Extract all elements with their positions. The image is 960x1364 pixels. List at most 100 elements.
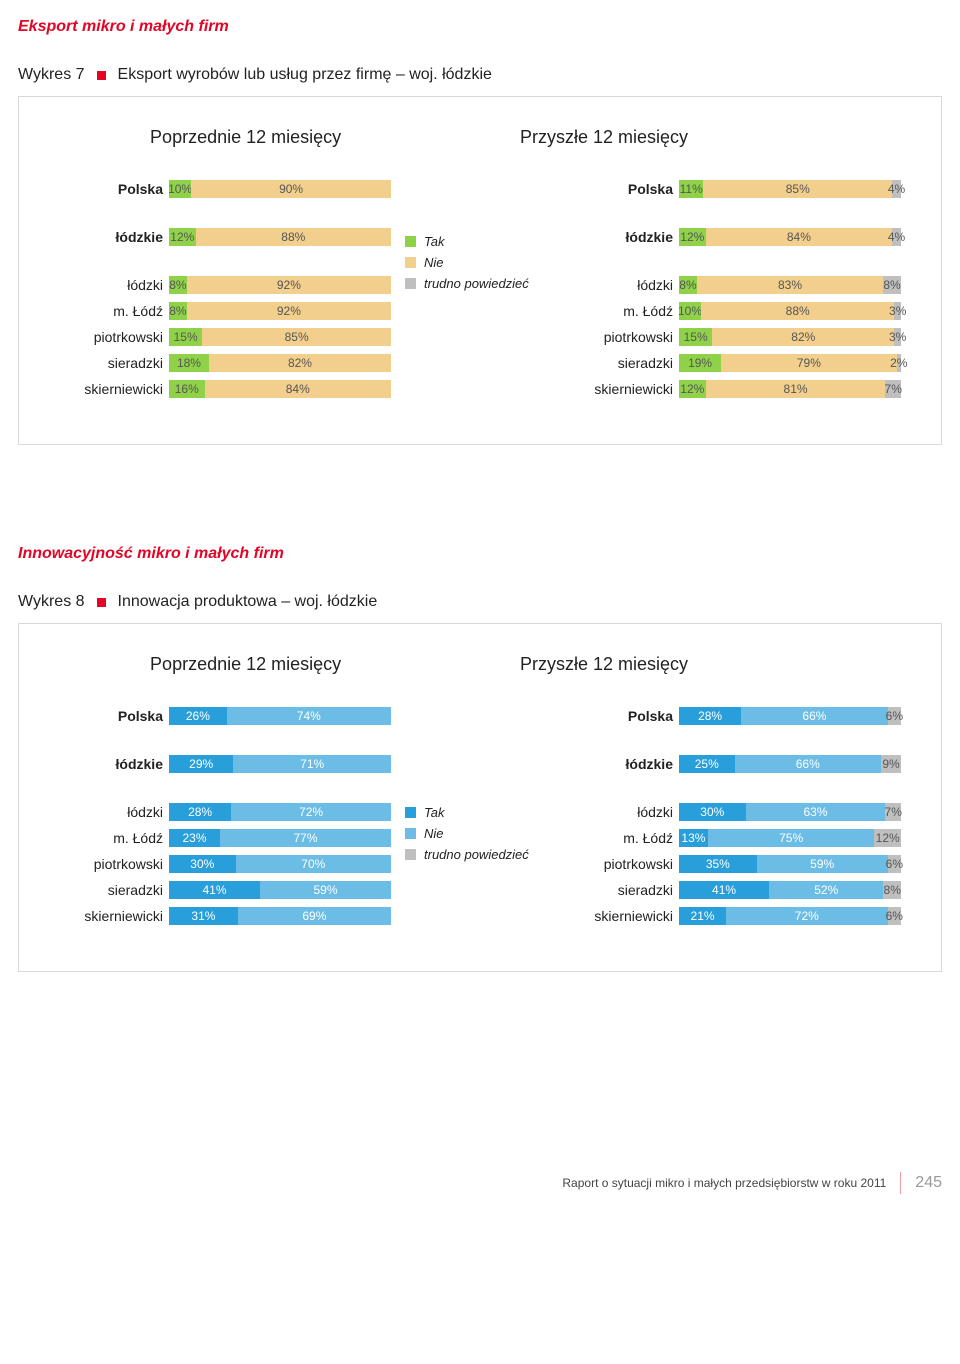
bullet-icon [97,71,106,80]
chart8-right-row-label: sieradzki [569,882,679,898]
chart8-left-row-label: Polska [59,708,169,724]
chart7-right-bar: 12%84%4% [679,228,901,246]
chart7-right-row: łódzki8%83%8% [569,274,901,296]
legend-swatch-trudno [405,849,416,860]
chart7-left-segment: 18% [169,354,209,372]
chart8-right-row: piotrkowski35%59%6% [569,853,901,875]
chart8-right-row-label: łódzki [569,804,679,820]
chart8-right-segment: 52% [769,881,883,899]
chart7-left-segment: 16% [169,380,205,398]
chart7-right-row: m. Łódź10%88%3% [569,300,901,322]
chart8-right-segment: 6% [888,907,901,925]
chart7-left-row-label: skierniewicki [59,381,169,397]
legend-item-tak: Tak [405,234,555,249]
chart7-left-row-label: piotrkowski [59,329,169,345]
chart7-right-segment: 8% [883,276,901,294]
chart8-left-segment: 30% [169,855,236,873]
chart8-left-row-label: łódzkie [59,756,169,772]
chart7-right-row: skierniewicki12%81%7% [569,378,901,400]
chart7-right-row-label: sieradzki [569,355,679,371]
chart7-right-bar: 11%85%4% [679,180,901,198]
chart8-right-row-label: piotrkowski [569,856,679,872]
chart8-right-segment: 12% [874,829,901,847]
legend-item-nie: Nie [405,255,555,270]
chart7-left-segment: 84% [205,380,391,398]
chart7-left-segment: 88% [196,228,391,246]
chart8-left-row: skierniewicki31%69% [59,905,391,927]
chart7-right-bar: 15%82%3% [679,328,901,346]
chart8-left-segment: 69% [238,907,391,925]
chart8-subhead-right: Przyszłe 12 miesięcy [520,654,840,675]
chart7-right-bar: 10%88%3% [679,302,901,320]
chart7-right-segment: 10% [679,302,701,320]
chart7-title: Eksport wyrobów lub usług przez firmę – … [118,66,492,84]
chart7-legend: Tak Nie trudno powiedzieć [405,178,555,297]
chart8-title: Innowacja produktowa – woj. łódzkie [118,593,378,611]
chart7-right-row-label: skierniewicki [569,381,679,397]
chart7-right-segment: 79% [721,354,896,372]
chart8-right-bar: 41%52%8% [679,881,901,899]
chart7-left-bar: 15%85% [169,328,391,346]
chart7-left-bar: 8%92% [169,302,391,320]
chart8-left-segment: 23% [169,829,220,847]
chart8-right-segment: 66% [735,755,882,773]
chart8-left-segment: 41% [169,881,260,899]
chart7-left-row-label: łódzki [59,277,169,293]
chart8-left-row: m. Łódź23%77% [59,827,391,849]
chart8-left-segment: 74% [227,707,391,725]
chart7-left-row-label: m. Łódź [59,303,169,319]
chart8-left-bar: 31%69% [169,907,391,925]
chart8-left-segment: 26% [169,707,227,725]
chart8-left-row: łódzkie29%71% [59,753,391,775]
chart7-left-bar: 10%90% [169,180,391,198]
section1-title: Eksport mikro i małych firm [18,18,942,36]
chart8-right-row: sieradzki41%52%8% [569,879,901,901]
legend-swatch-nie [405,828,416,839]
chart8-right-bar: 30%63%7% [679,803,901,821]
chart8-left-bar: 26%74% [169,707,391,725]
legend-swatch-tak [405,236,416,247]
chart8-right-segment: 59% [757,855,888,873]
chart7-left-row: piotrkowski15%85% [59,326,391,348]
chart7-right-segment: 85% [703,180,892,198]
chart7-left-row: łódzki8%92% [59,274,391,296]
chart7-right-bar: 12%81%7% [679,380,901,398]
chart7-right-row: łódzkie12%84%4% [569,226,901,248]
chart7-right: Polska11%85%4%łódzkie12%84%4%łódzki8%83%… [569,178,901,404]
chart8-left-row: piotrkowski30%70% [59,853,391,875]
chart8-left-segment: 70% [236,855,391,873]
legend-label-trudno: trudno powiedzieć [424,847,529,862]
legend-label-trudno: trudno powiedzieć [424,276,529,291]
chart7-left-row: Polska10%90% [59,178,391,200]
legend-swatch-tak [405,807,416,818]
chart8-left-row-label: m. Łódź [59,830,169,846]
chart7-right-segment: 81% [706,380,886,398]
chart8-right-row: skierniewicki21%72%6% [569,905,901,927]
chart8-right-segment: 13% [679,829,708,847]
chart8-left-bar: 28%72% [169,803,391,821]
chart7-right-segment: 3% [894,328,901,346]
chart7-panel: Poprzednie 12 miesięcy Przyszłe 12 miesi… [18,96,942,445]
chart7-left-segment: 82% [209,354,391,372]
chart7-label: Wykres 7 [18,66,85,84]
chart8-right-row-label: skierniewicki [569,908,679,924]
chart8-right-segment: 30% [679,803,746,821]
chart7-right-row: sieradzki19%79%2% [569,352,901,374]
chart8-left-row: łódzki28%72% [59,801,391,823]
chart8-right-row: łódzki30%63%7% [569,801,901,823]
chart8-right-segment: 6% [888,707,901,725]
chart7-subhead-left: Poprzednie 12 miesięcy [120,127,398,148]
chart7-right-segment: 83% [697,276,883,294]
section2-title: Innowacyjność mikro i małych firm [18,545,942,563]
chart7-right-segment: 84% [706,228,892,246]
chart7-header: Wykres 7 Eksport wyrobów lub usług przez… [18,66,942,84]
chart7-left-segment: 10% [169,180,191,198]
chart7-left-segment: 85% [202,328,391,346]
chart8-subhead-left: Poprzednie 12 miesięcy [120,654,398,675]
chart7-left-segment: 90% [191,180,391,198]
legend-label-tak: Tak [424,234,444,249]
chart7-right-segment: 19% [679,354,721,372]
chart7-subhead-right: Przyszłe 12 miesięcy [520,127,840,148]
chart7-left-bar: 18%82% [169,354,391,372]
chart8-right-segment: 35% [679,855,757,873]
